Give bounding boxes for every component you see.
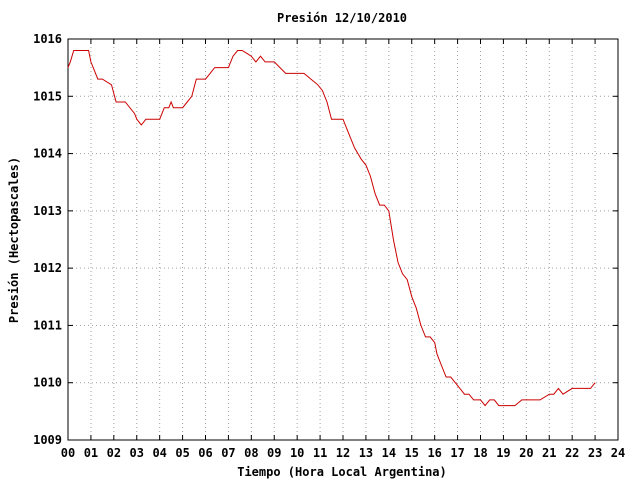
x-tick-label: 07: [221, 446, 235, 460]
chart-title: Presión 12/10/2010: [277, 11, 407, 25]
x-tick-labels: 00 01 02 03 04 05 06 07 08 09 10 11 12 13 14 15 16 17 18 19…: [61, 446, 625, 460]
x-tick-label: 14: [382, 446, 396, 460]
y-tick-label: 1014: [33, 147, 62, 161]
x-tick-label: 11: [313, 446, 327, 460]
y-tick-label: 1011: [33, 318, 62, 332]
y-tick-label: 1012: [33, 261, 62, 275]
x-tick-label: 05: [175, 446, 189, 460]
axis-ticks: [67, 38, 619, 441]
x-tick-label: 16: [427, 446, 441, 460]
x-tick-label: 03: [130, 446, 144, 460]
x-axis-label: Tiempo (Hora Local Argentina): [237, 465, 447, 479]
x-tick-label: 01: [84, 446, 98, 460]
x-tick-label: 21: [542, 446, 556, 460]
x-tick-label: 08: [244, 446, 258, 460]
x-tick-label: 17: [450, 446, 464, 460]
x-tick-label: 15: [405, 446, 419, 460]
y-tick-label: 1009: [33, 433, 62, 447]
x-tick-label: 02: [107, 446, 121, 460]
x-tick-label: 22: [565, 446, 579, 460]
x-tick-label: 23: [588, 446, 602, 460]
grid-lines: [68, 39, 618, 440]
y-tick-label: 1015: [33, 89, 62, 103]
x-tick-label: 10: [290, 446, 304, 460]
x-tick-label: 19: [496, 446, 510, 460]
y-tick-label: 1016: [33, 32, 62, 46]
y-tick-labels: 1009 1010 1011 1012 1013 1014 1015 1016: [33, 32, 62, 447]
x-tick-label: 06: [198, 446, 212, 460]
x-tick-label: 20: [519, 446, 533, 460]
x-tick-label: 18: [473, 446, 487, 460]
pressure-series-line: [67, 50, 596, 407]
x-tick-label: 09: [267, 446, 281, 460]
y-axis-label: Presión (Hectopascales): [7, 157, 21, 323]
x-tick-label: 13: [359, 446, 373, 460]
x-tick-label: 12: [336, 446, 350, 460]
x-tick-label: 04: [152, 446, 166, 460]
y-tick-label: 1013: [33, 204, 62, 218]
x-tick-label: 00: [61, 446, 75, 460]
y-tick-label: 1010: [33, 376, 62, 390]
x-tick-label: 24: [611, 446, 625, 460]
